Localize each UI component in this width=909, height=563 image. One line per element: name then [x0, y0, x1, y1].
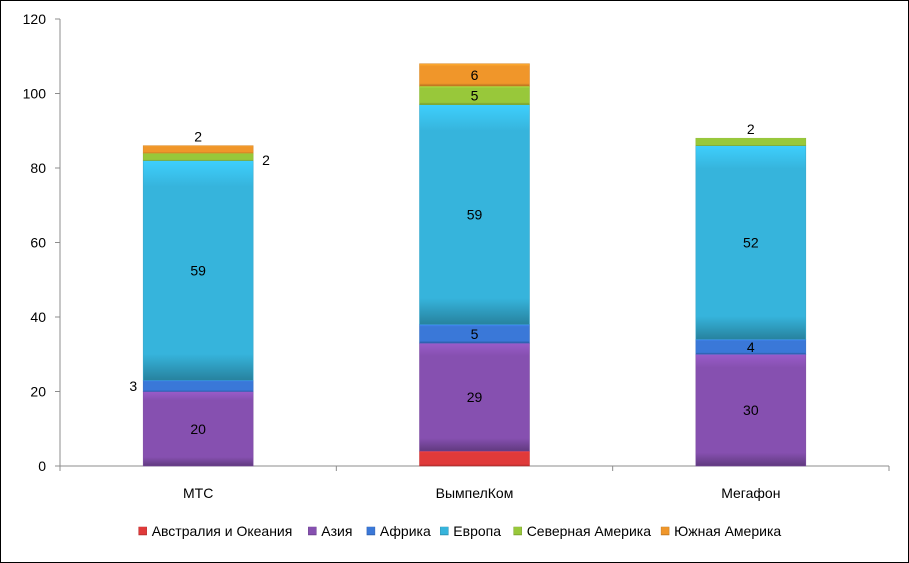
- y-tick-label: 40: [30, 309, 46, 325]
- bar-segment: [695, 137, 807, 146]
- y-tick-label: 100: [23, 86, 47, 102]
- data-label: 59: [467, 207, 483, 223]
- bar-segment: [695, 354, 807, 467]
- y-tick-label: 20: [30, 384, 46, 400]
- bar-segment: [142, 380, 254, 392]
- bar-segment: [419, 104, 530, 325]
- legend-swatch: [366, 526, 376, 536]
- y-tick-label: 80: [30, 160, 46, 176]
- data-label: 5: [471, 326, 479, 342]
- category-label: Мегафон: [721, 485, 780, 501]
- legend-label: Африка: [380, 523, 431, 539]
- bar-segment: [142, 145, 254, 154]
- bar-segment: [419, 450, 530, 467]
- bar-segment: [142, 152, 254, 161]
- data-label: 2: [262, 152, 270, 168]
- data-label: 59: [190, 262, 206, 278]
- data-label: 30: [743, 402, 759, 418]
- legend-label: Южная Америка: [674, 523, 781, 539]
- y-tick-label: 0: [38, 458, 46, 474]
- data-label: 20: [190, 421, 206, 437]
- y-tick-label: 120: [23, 11, 47, 27]
- legend-swatch: [440, 526, 449, 536]
- data-label: 6: [471, 67, 479, 83]
- legend-label: Австралия и Океания: [152, 523, 293, 539]
- legend-swatch: [660, 526, 670, 536]
- data-label: 52: [743, 235, 759, 251]
- category-label: МТС: [183, 485, 213, 501]
- data-label: 2: [194, 129, 202, 145]
- bar-segment: [419, 342, 530, 452]
- legend-swatch: [138, 526, 147, 536]
- data-label: 3: [129, 378, 137, 394]
- legend-swatch: [308, 526, 317, 536]
- data-label: 4: [747, 339, 755, 355]
- data-label: 29: [467, 389, 483, 405]
- category-label: ВымпелКом: [436, 485, 514, 501]
- legend-label: Северная Америка: [527, 523, 652, 539]
- bar-segment: [142, 160, 254, 381]
- bar-segment: [142, 391, 254, 467]
- bar-segment: [419, 63, 530, 87]
- legend-swatch: [513, 526, 522, 536]
- data-label: 2: [747, 121, 755, 137]
- data-label: 5: [471, 87, 479, 103]
- legend-label: Азия: [321, 523, 352, 539]
- bar-segment: [695, 145, 807, 340]
- y-tick-label: 60: [30, 235, 46, 251]
- legend-label: Европа: [453, 523, 501, 539]
